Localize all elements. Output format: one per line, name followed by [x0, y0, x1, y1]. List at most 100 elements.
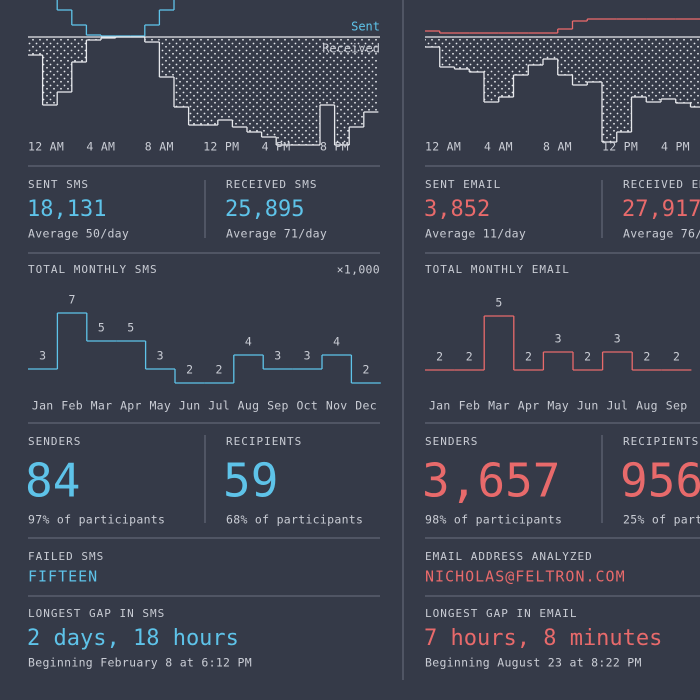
received-area: [86, 37, 101, 40]
value-label: 3: [157, 349, 164, 363]
received-area: [484, 37, 499, 102]
value-label: 3: [614, 332, 621, 346]
received-area: [661, 37, 676, 99]
value-label: 2: [584, 350, 591, 364]
x-tick-label: 4 PM: [262, 140, 291, 154]
x-tick-label: 12 AM: [28, 140, 64, 154]
note: 25% of participants: [623, 513, 700, 527]
received-area: [363, 37, 379, 112]
x-tick-label: May: [547, 399, 569, 413]
note: 68% of participants: [226, 513, 363, 527]
received-area: [144, 37, 160, 42]
received-area: [305, 37, 320, 145]
value-label: 2: [362, 363, 369, 377]
stat: 3,852: [424, 197, 490, 222]
received-area: [587, 37, 602, 82]
value-label: 2: [673, 350, 680, 364]
value-label: 5: [127, 321, 134, 335]
value-label: 2: [215, 363, 222, 377]
received-area: [498, 37, 514, 97]
unit: ×1,000: [337, 263, 380, 277]
x-tick-label: 12 PM: [203, 140, 239, 154]
received-area: [557, 37, 573, 75]
separators: [28, 165, 700, 597]
value-label: 4: [333, 335, 340, 349]
x-tick-label: Sep: [267, 399, 289, 413]
note: 98% of participants: [425, 513, 562, 527]
value-label: 3: [304, 349, 311, 363]
received-area: [439, 37, 455, 67]
x-tick-label: 4 AM: [484, 140, 513, 154]
received-area: [349, 37, 364, 127]
value-label: 2: [186, 363, 193, 377]
note: Average 71/day: [226, 227, 327, 241]
value-label: 2: [643, 350, 650, 364]
received-area: [616, 37, 632, 132]
x-tick-label: 12 PM: [602, 140, 638, 154]
chart-title: TOTAL MONTHLY SMS: [28, 263, 158, 276]
x-tick-label: Mar: [488, 399, 510, 413]
x-tick-label: Jan: [429, 399, 451, 413]
received-area: [646, 37, 661, 102]
note: Beginning August 23 at 8:22 PM: [425, 656, 642, 670]
x-tick-label: Nov: [326, 399, 348, 413]
value-label: 2: [436, 350, 443, 364]
received-area: [631, 37, 647, 97]
value-label: 5: [98, 321, 105, 335]
received-area: [247, 37, 262, 132]
stat: 956: [620, 454, 700, 508]
received-area: [159, 37, 174, 77]
note: Average 50/day: [28, 227, 129, 241]
received-area: [528, 37, 543, 65]
label: RECIPIENTS: [226, 435, 302, 448]
received-area: [454, 37, 470, 69]
legend-entry: Sent: [351, 20, 380, 34]
note: Beginning February 8 at 6:12 PM: [28, 656, 252, 670]
sms-stats: SENT SMS 18,131 Average 50/day RECEIVED …: [25, 178, 363, 670]
received-area: [174, 37, 189, 107]
received-area: [690, 37, 700, 107]
x-tick-label: Mar: [91, 399, 113, 413]
value-label: 2: [466, 350, 473, 364]
label: LONGEST GAP IN SMS: [28, 607, 165, 620]
x-tick-label: 4 PM: [661, 140, 690, 154]
stat: 25,895: [225, 197, 304, 222]
value-label: 7: [68, 293, 75, 307]
received-area: [217, 37, 233, 120]
note: Average 76/day: [623, 227, 700, 241]
received-area: [572, 37, 588, 85]
received-area: [203, 37, 218, 125]
x-tick-label: Aug: [636, 399, 658, 413]
received-area: [543, 37, 558, 59]
label: SENT SMS: [28, 178, 89, 191]
note: Average 11/day: [425, 227, 526, 241]
received-area: [57, 37, 72, 92]
label: RECEIVED SMS: [226, 178, 317, 191]
received-area: [276, 37, 291, 145]
label: SENDERS: [28, 435, 81, 448]
stat: 27,917: [622, 197, 700, 222]
chart-title: TOTAL MONTHLY EMAIL: [425, 263, 570, 276]
value-label: 4: [245, 335, 252, 349]
received-area: [232, 37, 247, 127]
received-area: [425, 37, 440, 47]
stat: 59: [223, 454, 278, 508]
label: SENDERS: [425, 435, 478, 448]
label: EMAIL ADDRESS ANALYZED: [425, 550, 593, 563]
x-tick-label: 8 AM: [543, 140, 572, 154]
x-tick-label: Oct: [296, 399, 318, 413]
x-tick-label: Apr: [518, 399, 540, 413]
x-tick-label: Feb: [459, 399, 481, 413]
x-tick-label: 8 PM: [320, 140, 349, 154]
email-stats: SENT EMAIL 3,852 Average 11/day RECEIVED…: [422, 178, 700, 670]
received-area: [290, 37, 306, 145]
value-label: 2: [525, 350, 532, 364]
value-label: 3: [274, 349, 281, 363]
received-area: [469, 37, 484, 72]
note: 97% of participants: [28, 513, 165, 527]
x-tick-label: Jun: [179, 399, 201, 413]
legend-entry: Received: [322, 42, 380, 56]
received-area: [28, 37, 43, 55]
x-tick-label: 4 AM: [86, 140, 115, 154]
received-area: [42, 37, 58, 105]
